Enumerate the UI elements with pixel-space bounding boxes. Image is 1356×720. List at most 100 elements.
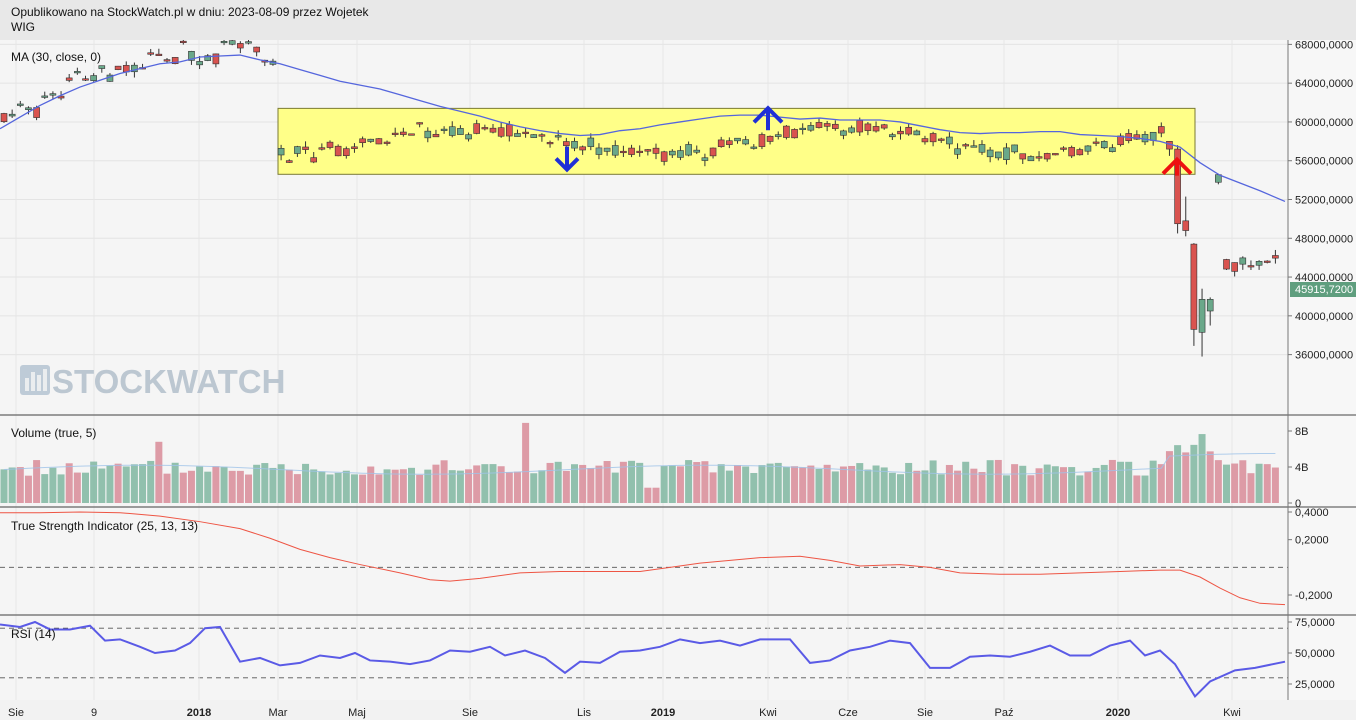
- candle-down: [636, 150, 644, 153]
- tsi-line-path: [0, 511, 1286, 606]
- volume-bar-up: [1051, 466, 1059, 503]
- volume-bar-down: [1247, 473, 1255, 503]
- volume-bar-up: [725, 470, 733, 503]
- volume-bar-down: [465, 469, 473, 503]
- rsi-tick-label: 75,0000: [1295, 617, 1335, 629]
- ma-line: [0, 54, 1286, 203]
- candle-down: [709, 147, 717, 157]
- volume-bar-down: [228, 470, 236, 503]
- rsi-panel: [0, 616, 1288, 700]
- candle-down: [1158, 126, 1165, 134]
- volume-bar-up: [481, 464, 489, 503]
- candle-down: [563, 141, 570, 146]
- volume-bar-up: [1190, 444, 1198, 503]
- volume-bar-down: [1157, 464, 1165, 503]
- volume-bar-up: [90, 461, 98, 503]
- volume-bar-up: [147, 460, 155, 503]
- candle-down: [628, 147, 635, 155]
- x-tick-label: Mar: [269, 707, 288, 719]
- volume-bar-up: [106, 465, 114, 503]
- candle-up: [220, 40, 228, 44]
- volume-bar-up: [905, 462, 913, 503]
- candle-down: [65, 77, 73, 81]
- candle-down: [334, 145, 342, 157]
- candle-down: [1133, 134, 1141, 140]
- volume-bar-up: [758, 465, 766, 503]
- volume-bar-down: [1108, 459, 1116, 503]
- volume-bar-down: [799, 467, 807, 503]
- candle-down: [0, 113, 8, 122]
- volume-bar-down: [187, 470, 195, 503]
- candle-down: [318, 147, 326, 150]
- volume-bar-down: [65, 463, 73, 503]
- volume-bar-down: [399, 469, 407, 503]
- x-tick-label: 9: [91, 707, 97, 719]
- stock-chart[interactable]: STOCKWATCH MA (30, close, 0) 36000,0000 4…: [0, 40, 1356, 720]
- candle-up: [848, 127, 855, 133]
- volume-bar-down: [155, 441, 163, 503]
- volume-bar-up: [1125, 461, 1133, 503]
- volume-bar-up: [831, 471, 839, 503]
- volume-bar-down: [114, 463, 122, 503]
- candle-down: [180, 40, 187, 43]
- candle-up: [1100, 141, 1108, 149]
- volume-ma-line: [3, 453, 1276, 475]
- volume-bar-up: [856, 463, 864, 503]
- chart-header: Opublikowano na StockWatch.pl w dniu: 20…: [0, 0, 1356, 40]
- x-tick-label: Lis: [577, 707, 592, 719]
- volume-bar-down: [1231, 463, 1239, 503]
- candle-up: [668, 150, 676, 156]
- volume-bar-up: [334, 472, 342, 503]
- stockwatch-watermark: STOCKWATCH: [20, 363, 285, 400]
- candle-down: [644, 149, 652, 152]
- candle-down: [1092, 141, 1100, 144]
- volume-bar-down: [505, 472, 513, 503]
- candle-up: [90, 75, 97, 81]
- candle-down: [326, 141, 334, 148]
- volume-bar-up: [660, 465, 668, 503]
- candle-up: [970, 145, 978, 148]
- candle-down: [929, 133, 937, 143]
- volume-bar-up: [171, 462, 179, 503]
- candle-down: [937, 138, 945, 141]
- volume-bar-up: [1076, 475, 1084, 503]
- candle-down: [383, 141, 391, 144]
- candle-down: [783, 125, 790, 138]
- volume-bar-up: [1141, 475, 1149, 503]
- candle-up: [245, 41, 252, 44]
- x-tick-label: Sie: [462, 707, 478, 719]
- candle-down: [872, 126, 880, 132]
- volume-bar-down: [848, 465, 856, 503]
- axis-column: [1288, 40, 1356, 700]
- x-tick-label: 2019: [651, 707, 675, 719]
- volume-bar-up: [1117, 461, 1125, 503]
- candle-up: [799, 127, 807, 130]
- candle-down: [253, 46, 260, 53]
- candle-down: [620, 150, 627, 154]
- candle-up: [701, 157, 709, 161]
- candle-up: [196, 61, 203, 66]
- candle-up: [611, 145, 619, 156]
- volume-bar-up: [1092, 467, 1100, 503]
- candle-down: [416, 122, 423, 125]
- candle-up: [685, 144, 692, 156]
- volume-bar-down: [1165, 451, 1173, 503]
- volume-bar-down: [391, 469, 399, 503]
- volume-bar-up: [929, 460, 937, 503]
- volume-bar-up: [1068, 467, 1076, 503]
- volume-bar-down: [954, 470, 962, 503]
- volume-bar-down: [546, 462, 554, 503]
- rsi-tick-label: 50,0000: [1295, 648, 1335, 660]
- x-axis-labels: Sie 9 2018 Mar Maj Sie Lis 2019 Kwi Cze Sie Paź 2020…: [8, 707, 1241, 719]
- candle-up: [1206, 299, 1214, 312]
- volume-bar-down: [1271, 467, 1279, 503]
- price-tick-label: 36000,0000: [1295, 350, 1353, 362]
- candle-down: [505, 124, 513, 137]
- candle-down: [823, 123, 831, 127]
- volume-bar-up: [98, 468, 106, 503]
- volume-bar-down: [587, 468, 595, 503]
- volume-bar-down: [1239, 460, 1247, 503]
- highlight-rectangle: [277, 107, 1196, 175]
- candle-up: [889, 134, 896, 138]
- ma-line-path: [0, 54, 1286, 203]
